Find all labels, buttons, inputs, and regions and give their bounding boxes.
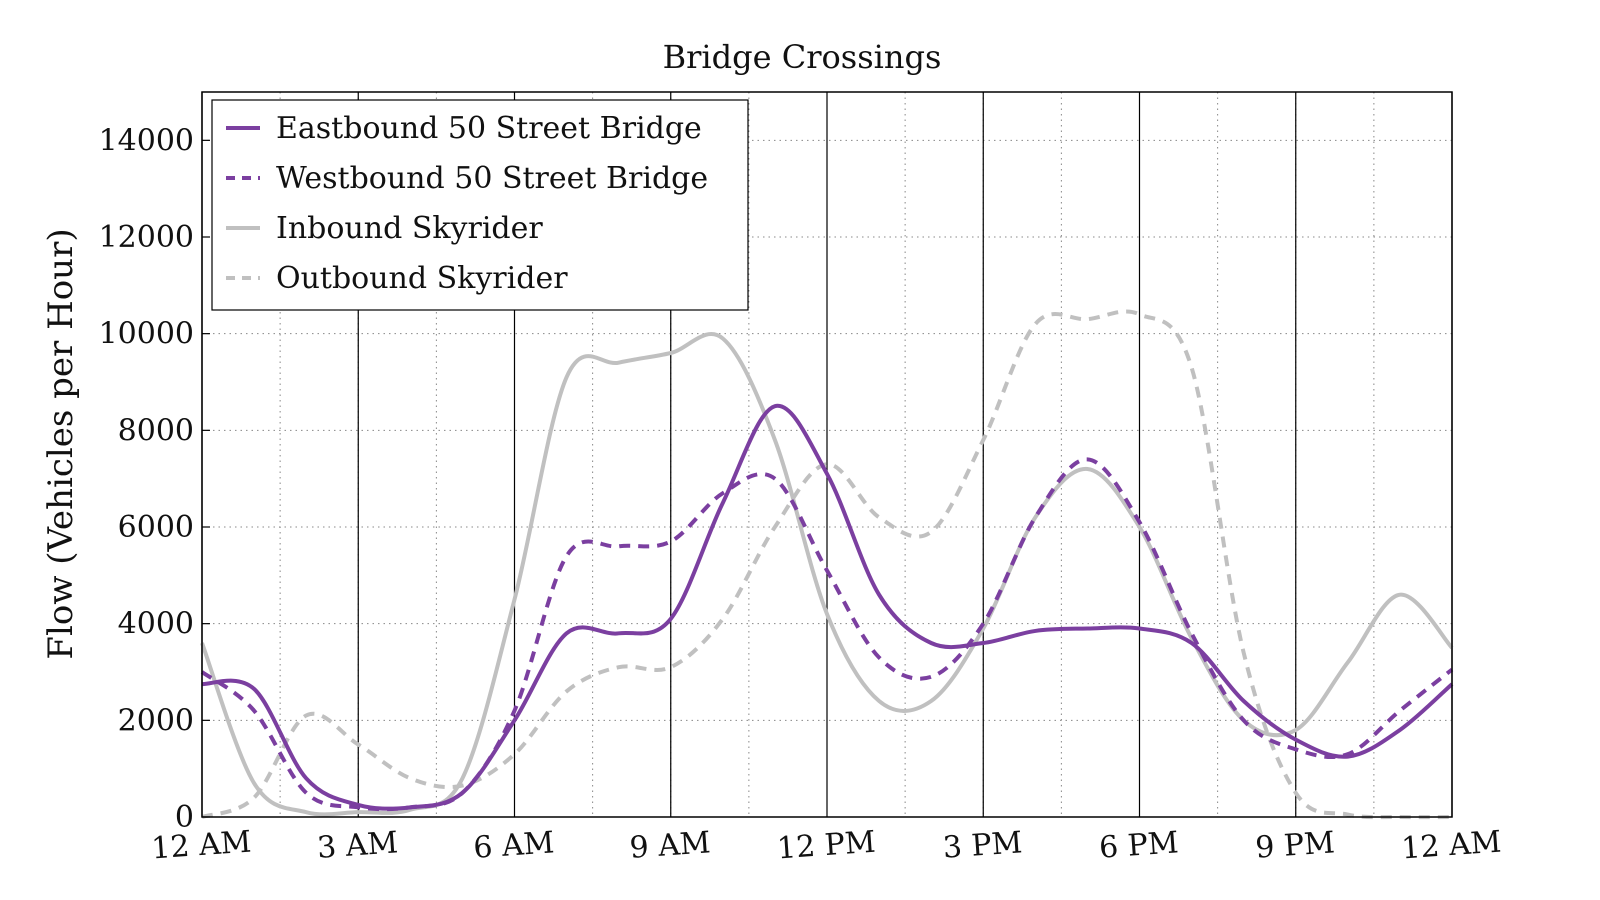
- y-axis-ticks: 0 2000 4000 6000 8000 10000 12000 14000: [99, 123, 210, 835]
- x-tick-label: 3 AM: [316, 825, 399, 866]
- y-tick-label: 6000: [118, 510, 194, 545]
- legend: Eastbound 50 Street Bridge Westbound 50 S…: [211, 99, 749, 311]
- legend-label: Outbound Skyrider: [276, 261, 568, 296]
- y-tick-label: 14000: [99, 123, 194, 158]
- chart-title: Bridge Crossings: [663, 38, 942, 76]
- plot-area-frame: [201, 91, 1453, 818]
- legend-label: Inbound Skyrider: [276, 211, 543, 246]
- x-tick-label: 12 AM: [150, 825, 252, 867]
- series-line-outbound-skyrider: [201, 309, 1453, 820]
- legend-label: Westbound 50 Street Bridge: [276, 161, 708, 196]
- y-tick-label: 12000: [99, 220, 194, 255]
- series-line-eastbound-50-street-bridge: [201, 404, 1454, 811]
- x-tick-label: 9 PM: [1254, 825, 1336, 865]
- y-tick-label: 4000: [118, 607, 194, 642]
- y-tick-label: 8000: [118, 413, 194, 448]
- series-layer: [200, 309, 1454, 820]
- x-tick-label: 6 PM: [1098, 825, 1180, 865]
- x-tick-label: 12 AM: [1400, 825, 1502, 867]
- legend-label: Eastbound 50 Street Bridge: [276, 111, 702, 146]
- y-tick-label: 2000: [118, 703, 194, 738]
- y-tick-label: 10000: [99, 317, 194, 352]
- x-axis-ticks: 12 AM 3 AM 6 AM 9 AM 12 PM 3 PM 6 PM 9 PM 12 AM: [150, 825, 1502, 867]
- x-tick-label: 6 AM: [472, 825, 555, 866]
- legend-box: [211, 99, 749, 311]
- x-tick-label: 12 PM: [776, 825, 877, 867]
- x-tick-label: 9 AM: [628, 825, 711, 866]
- y-tick-label: 0: [175, 800, 194, 835]
- x-tick-label: 3 PM: [942, 825, 1024, 865]
- y-axis-label: Flow (Vehicles per Hour): [41, 228, 81, 659]
